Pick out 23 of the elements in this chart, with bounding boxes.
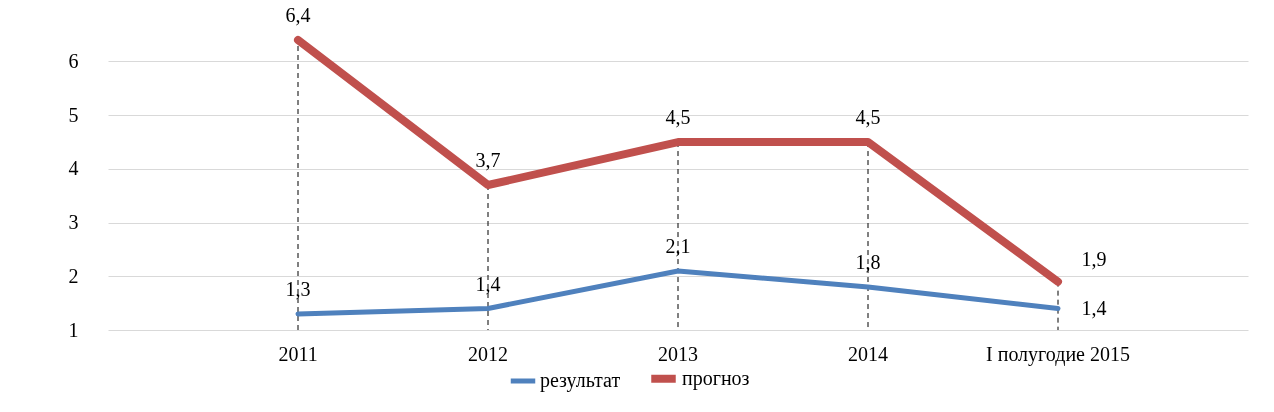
data-label: 4,5: [855, 106, 881, 129]
data-label: 1,8: [855, 251, 881, 274]
data-label: 1,4: [475, 272, 501, 295]
x-tick-label: 2012: [468, 342, 508, 365]
x-tick-label: 2011: [278, 342, 318, 365]
legend-label: результат: [540, 369, 621, 392]
data-label: 1,3: [285, 277, 311, 300]
y-tick-label: 2: [68, 264, 79, 287]
y-tick-label: 4: [68, 157, 79, 180]
y-tick-label: 5: [68, 103, 79, 126]
x-tick-label: 2013: [658, 342, 698, 365]
data-label: 1,9: [1081, 247, 1107, 270]
x-tick-label: 2014: [848, 342, 888, 365]
legend-label: прогноз: [682, 366, 750, 390]
data-label: 1,4: [1081, 296, 1107, 319]
data-label: 2,1: [665, 234, 691, 257]
y-tick-label: 6: [68, 49, 79, 72]
y-tick-label: 3: [68, 211, 79, 234]
data-label: 3,7: [475, 149, 501, 171]
y-tick-label: 1: [68, 318, 79, 341]
data-label: 4,5: [665, 106, 691, 129]
x-tick-label: I полугодие 2015: [986, 342, 1130, 366]
data-label: 6,4: [285, 4, 311, 26]
